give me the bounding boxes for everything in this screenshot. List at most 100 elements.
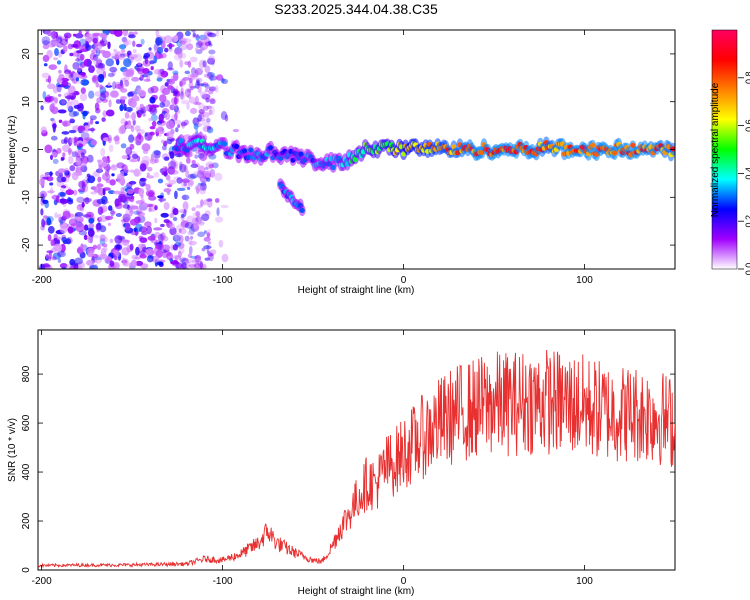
spectrogram-noise-cell	[150, 153, 155, 163]
snr-frame	[37, 329, 676, 571]
spectrogram-noise-cell	[132, 153, 138, 159]
spectrogram-noise-cell	[135, 138, 142, 146]
spectrogram-noise-cell	[50, 31, 58, 39]
spectrogram-noise-cell	[58, 119, 63, 124]
spectrogram-noise-cell	[139, 178, 146, 187]
spectrogram-noise-cell	[107, 72, 115, 78]
spectrogram-noise-cell	[69, 138, 75, 144]
spectrogram-noise-cell	[124, 112, 130, 119]
spectrogram-noise-cell	[175, 127, 179, 133]
spectrogram-noise-cell	[159, 101, 165, 108]
spectrogram-noise-cell	[65, 189, 74, 196]
snr-series-line	[38, 349, 675, 569]
spectrogram-noise-cell	[61, 131, 70, 135]
spectrogram-noise-cell	[157, 122, 162, 131]
spectrogram-noise-cell	[192, 259, 201, 264]
spectrogram-noise-cell	[111, 252, 115, 259]
spectrogram-noise-cell	[71, 52, 79, 57]
spectrogram-noise-cell	[148, 117, 153, 122]
spectrogram-noise-cell	[97, 62, 105, 69]
spectrogram-noise-cell	[154, 205, 158, 211]
spectrogram-noise-cell	[59, 219, 64, 225]
spectrogram-noise-cell	[94, 234, 99, 239]
spectrogram-noise-cell	[79, 38, 87, 48]
spectrogram-noise-cell	[208, 253, 214, 257]
spectrogram-noise-cell	[113, 30, 121, 36]
spectrogram-noise-cell	[130, 231, 139, 236]
spectrogram-noise-cell	[169, 169, 179, 175]
spectrogram-noise-cell	[61, 99, 67, 104]
spectrogram-noise-cell	[63, 138, 68, 145]
spectrogram-noise-cell	[206, 229, 212, 233]
spectrogram-noise-cell	[183, 38, 192, 44]
spectrogram-noise-cell	[182, 194, 187, 201]
spectrogram-noise-cell	[89, 52, 96, 61]
spectrogram-noise-cell	[61, 236, 67, 243]
spectrogram-noise-cell	[147, 235, 156, 241]
spectrogram-noise-cell	[94, 102, 100, 111]
figure-title: S233.2025.344.04.38.C35	[274, 1, 438, 17]
spectrogram-noise-cell	[107, 134, 113, 144]
spectrogram-noise-cell	[47, 234, 52, 242]
spectrogram-noise-cell	[199, 174, 205, 183]
spectrogram-noise-cell	[73, 40, 81, 49]
spectrogram-noise-cell	[155, 37, 163, 46]
spectrogram-noise-cell	[88, 224, 95, 228]
spectrogram-noise-cell	[214, 85, 219, 93]
spectrogram-noise-cell	[163, 219, 170, 224]
spectrogram-noise-cell	[70, 99, 79, 106]
spectrogram-noise-cell	[112, 190, 122, 195]
spectrogram-noise-cell	[210, 106, 215, 115]
spectrogram-noise-cell	[154, 231, 161, 239]
spectrogram-noise-cell	[201, 121, 211, 126]
colorbar-label: Normalized spectral amplitude	[710, 82, 721, 217]
spectrogram-noise-cell	[78, 30, 82, 35]
spectrogram-noise-cell	[68, 155, 74, 165]
spectrogram-noise-cell	[59, 38, 69, 46]
spectrogram-noise-cell	[197, 114, 202, 122]
spectrogram-noise-cell	[120, 187, 125, 194]
spectrogram-noise-cell	[184, 235, 190, 242]
spectrogram-ridge-cell	[612, 150, 618, 156]
spectrogram-noise-cell	[95, 121, 100, 125]
spectrogram-ridge-cell	[222, 141, 228, 147]
spectrogram-noise-cell	[191, 207, 196, 212]
spectrogram-noise-cell	[80, 243, 84, 249]
spectrogram-noise-cell	[180, 122, 187, 127]
colorbar: 0.0 0.2 0.4 0.6 0.8 Normalized spectral ampl…	[710, 29, 750, 275]
spectrogram-noise-cell	[107, 41, 111, 50]
spectrogram-noise-cell	[176, 224, 185, 231]
spectrogram-noise-cell	[182, 201, 189, 211]
spectrogram-noise-cell	[41, 72, 50, 79]
spectrogram-noise-cell	[54, 150, 59, 154]
spectrogram-noise-cell	[161, 145, 167, 151]
spectrogram-noise-cell	[60, 186, 65, 193]
spectrogram-noise-cell	[199, 261, 203, 269]
spectrogram-noise-cell	[194, 154, 199, 159]
spectrogram-noise-cell	[183, 182, 187, 187]
spectrogram-noise-cell	[150, 66, 154, 71]
spectrogram-noise-cell	[122, 213, 131, 223]
spectrogram-noise-cell	[206, 232, 211, 238]
spectrogram-noise-cell	[172, 216, 178, 222]
spectrogram-noise-cell	[104, 236, 109, 243]
x-tick-label: 0	[401, 576, 407, 587]
spectrogram-noise-cell	[50, 135, 58, 141]
spectrogram-noise-cell	[113, 136, 120, 142]
spectrogram-noise-cell	[149, 60, 155, 65]
spectrogram-noise-cell	[40, 208, 44, 216]
spectrogram-noise-cell	[174, 108, 181, 115]
spectrogram-noise-cell	[53, 57, 59, 61]
spectrogram-noise-cell	[131, 195, 135, 199]
spectrogram-noise-cell	[105, 58, 115, 67]
spectrogram-noise-cell	[104, 200, 109, 204]
spectrogram-noise-cell	[201, 93, 211, 100]
spectrogram-noise-cell	[79, 92, 88, 102]
spectrogram-noise-cell	[128, 54, 138, 59]
spectrogram-noise-cell	[93, 54, 98, 61]
spectrogram-noise-cell	[95, 82, 100, 88]
spectrogram-noise-cell	[204, 89, 209, 93]
y-tick-label: 400	[21, 463, 32, 480]
spectrogram-noise-cell	[83, 199, 91, 204]
spectrogram-noise-cell	[75, 77, 79, 82]
